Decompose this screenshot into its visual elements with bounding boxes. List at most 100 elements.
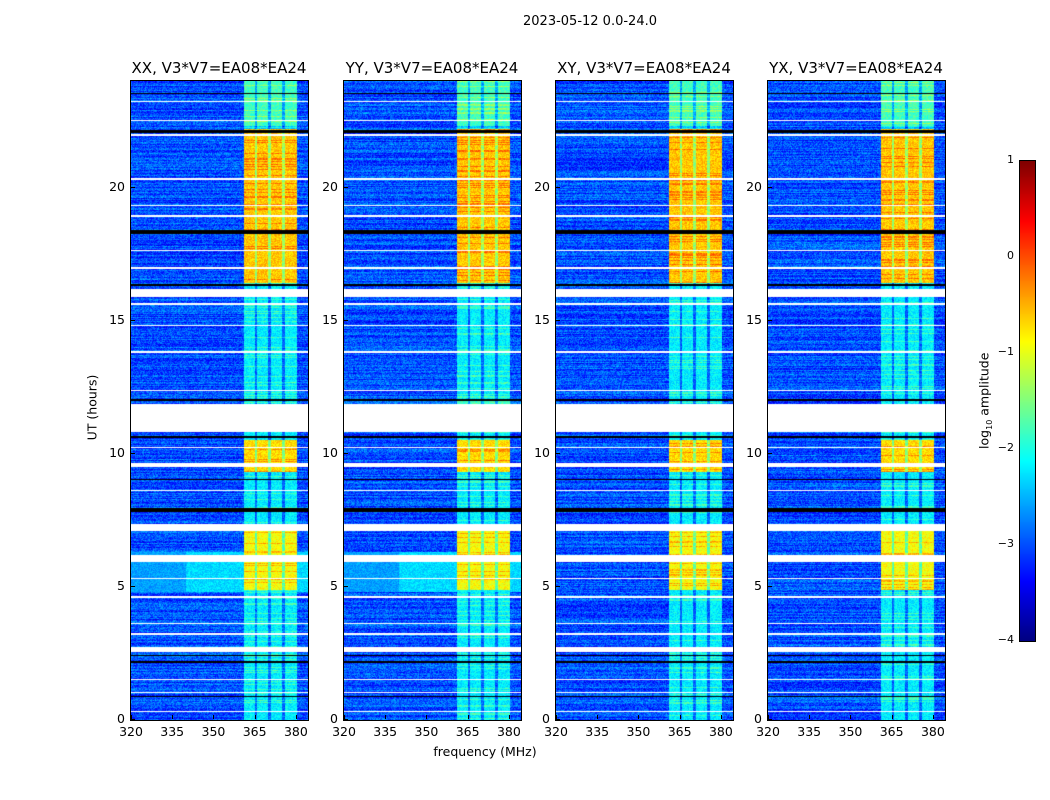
y-tick-mark — [768, 585, 772, 587]
y-tick-mark — [556, 452, 560, 454]
x-tick-label: 365 — [242, 724, 267, 739]
x-tick-label: 320 — [119, 724, 143, 739]
y-tick-label: 15 — [746, 311, 762, 327]
panel-title: XX, V3*V7=EA08*EA24 — [131, 59, 307, 77]
x-tick-mark — [213, 715, 215, 719]
y-tick-mark — [768, 719, 772, 720]
y-tick-label: 15 — [534, 311, 550, 327]
y-tick-label: 20 — [746, 178, 762, 194]
x-tick-mark — [295, 715, 297, 719]
x-tick-label: 365 — [667, 724, 692, 739]
waterfall-panel — [767, 80, 946, 721]
y-tick-mark — [131, 186, 135, 188]
x-axis-label: frequency (MHz) — [433, 744, 537, 759]
y-tick-label: 5 — [754, 577, 762, 593]
colorbar-tick-label: −4 — [997, 633, 1014, 646]
y-tick-label: 15 — [322, 311, 338, 327]
y-tick-mark — [556, 719, 560, 720]
x-tick-mark — [850, 715, 852, 719]
x-tick-mark — [809, 715, 811, 719]
colorbar — [1019, 160, 1036, 642]
x-tick-label: 320 — [756, 724, 780, 739]
y-tick-mark — [131, 719, 135, 720]
x-tick-mark — [597, 715, 599, 719]
waterfall-heatmap — [344, 81, 521, 720]
colorbar-tick-label: 1 — [1007, 153, 1014, 166]
waterfall-panel — [555, 80, 734, 721]
colorbar-tick-label: −2 — [997, 441, 1014, 454]
y-tick-mark — [131, 585, 135, 587]
colorbar-tick-label: 0 — [1007, 249, 1014, 262]
y-tick-label: 10 — [746, 444, 762, 460]
waterfall-heatmap — [556, 81, 733, 720]
x-tick-label: 380 — [708, 724, 733, 739]
y-tick-label: 20 — [534, 178, 550, 194]
x-tick-label: 335 — [585, 724, 610, 739]
y-tick-label: 15 — [109, 311, 125, 327]
y-tick-label: 0 — [754, 711, 762, 726]
figure-title: 2023-05-12 0.0-24.0 — [523, 14, 657, 29]
y-tick-label: 0 — [542, 711, 550, 726]
x-tick-label: 380 — [496, 724, 521, 739]
y-tick-label: 0 — [330, 711, 338, 726]
y-tick-mark — [344, 319, 348, 321]
x-tick-mark — [720, 715, 722, 719]
x-tick-label: 365 — [879, 724, 904, 739]
x-tick-label: 335 — [797, 724, 822, 739]
y-tick-label: 10 — [109, 444, 125, 460]
panel-title: YY, V3*V7=EA08*EA24 — [345, 59, 519, 77]
x-tick-mark — [467, 715, 469, 719]
x-tick-mark — [556, 715, 557, 719]
x-tick-label: 350 — [201, 724, 226, 739]
y-tick-label: 10 — [322, 444, 338, 460]
waterfall-panel — [343, 80, 522, 721]
y-tick-label: 5 — [542, 577, 550, 593]
x-tick-label: 350 — [838, 724, 863, 739]
y-tick-label: 5 — [117, 577, 125, 593]
waterfall-panel — [130, 80, 309, 721]
x-tick-mark — [131, 715, 132, 719]
x-tick-mark — [768, 715, 769, 719]
panel-title: XY, V3*V7=EA08*EA24 — [557, 59, 731, 77]
y-tick-mark — [556, 186, 560, 188]
y-tick-mark — [556, 585, 560, 587]
x-tick-label: 335 — [160, 724, 185, 739]
x-tick-label: 350 — [414, 724, 439, 739]
x-tick-label: 365 — [455, 724, 480, 739]
x-tick-mark — [254, 715, 256, 719]
x-tick-label: 320 — [332, 724, 356, 739]
x-tick-label: 350 — [626, 724, 651, 739]
y-tick-mark — [768, 452, 772, 454]
y-tick-label: 5 — [330, 577, 338, 593]
x-tick-mark — [172, 715, 174, 719]
x-tick-mark — [385, 715, 387, 719]
y-tick-mark — [344, 719, 348, 720]
y-tick-mark — [768, 319, 772, 321]
panel-title: YX, V3*V7=EA08*EA24 — [769, 59, 943, 77]
x-tick-mark — [932, 715, 934, 719]
y-tick-mark — [131, 319, 135, 321]
colorbar-tick-label: −3 — [997, 537, 1014, 550]
x-tick-mark — [679, 715, 681, 719]
x-tick-label: 320 — [544, 724, 568, 739]
x-tick-mark — [344, 715, 345, 719]
x-tick-mark — [638, 715, 640, 719]
y-tick-mark — [768, 186, 772, 188]
x-tick-label: 380 — [283, 724, 308, 739]
y-tick-mark — [344, 186, 348, 188]
y-tick-label: 0 — [117, 711, 125, 726]
y-tick-mark — [556, 319, 560, 321]
waterfall-heatmap — [131, 81, 308, 720]
y-axis-label: UT (hours) — [84, 374, 100, 441]
y-tick-label: 20 — [322, 178, 338, 194]
x-tick-mark — [508, 715, 510, 719]
y-tick-mark — [131, 452, 135, 454]
y-tick-mark — [344, 452, 348, 454]
x-tick-label: 335 — [373, 724, 398, 739]
y-tick-label: 20 — [109, 178, 125, 194]
x-tick-mark — [426, 715, 428, 719]
x-tick-mark — [891, 715, 893, 719]
y-tick-mark — [344, 585, 348, 587]
y-tick-label: 10 — [534, 444, 550, 460]
